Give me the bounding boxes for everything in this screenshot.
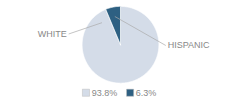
svg-text:HISPANIC: HISPANIC (168, 40, 210, 50)
svg-text:6.3%: 6.3% (136, 88, 157, 98)
svg-text:93.8%: 93.8% (92, 88, 118, 98)
svg-text:WHITE: WHITE (38, 29, 67, 39)
